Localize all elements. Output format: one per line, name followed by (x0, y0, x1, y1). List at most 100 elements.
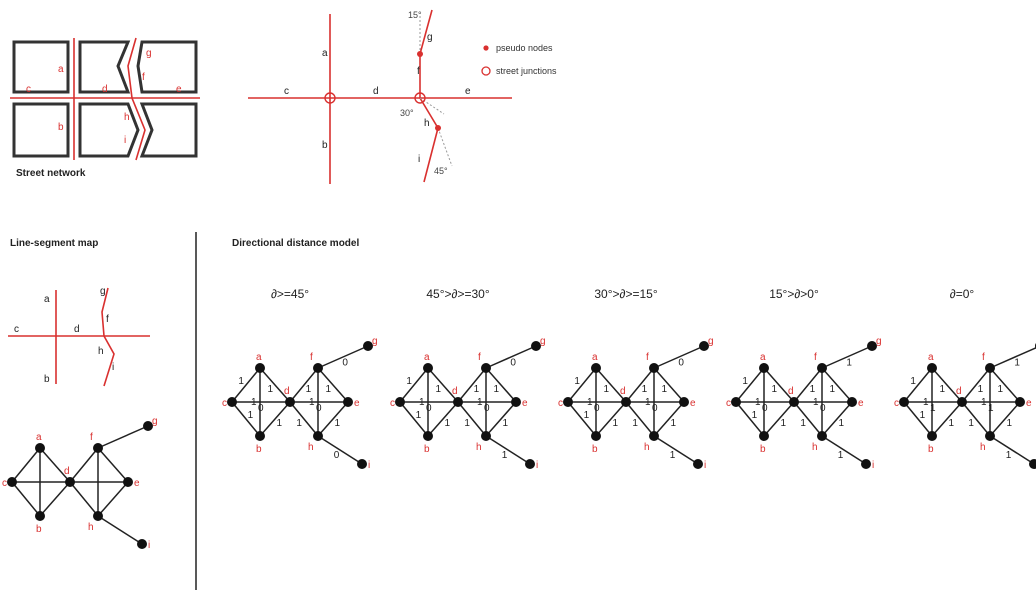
line-segment-map-panel: Line-segment map a b c d f g h i c a b d f h e… (2, 238, 158, 551)
directional-model-title: Directional distance model (232, 238, 359, 249)
model-5-condition: ∂=0° (950, 287, 975, 301)
model-1-weight-f-e: 1 (326, 384, 332, 395)
model-1-edge-h-e (317, 401, 349, 437)
model-3-node-a (591, 363, 601, 373)
map-label-f: f (106, 314, 109, 325)
model-3-weight-a-b: 1 (587, 397, 593, 408)
angle-45: 45° (434, 166, 448, 176)
map-label-a: a (44, 294, 50, 305)
model-1-condition: ∂>=45° (271, 287, 309, 301)
model-5-weight-a-d: 1 (940, 384, 946, 395)
model-2-node-h (481, 431, 491, 441)
model-5-node-label-h: h (980, 442, 986, 453)
model-4-condition: 15°>∂>0° (769, 287, 819, 301)
model-1-edge-f-e (317, 367, 349, 403)
model-4-weight-b-c: 1 (752, 410, 758, 421)
model-4-weight-h-e: 1 (838, 418, 844, 429)
map-graph-edge-h-e (97, 481, 129, 517)
model-2-node-a (423, 363, 433, 373)
street-bent-right (127, 37, 146, 161)
model-5-weight-d-h: 1 (968, 418, 974, 429)
legend-street-junctions: street junctions (496, 66, 557, 76)
model-2-condition: 45°>∂>=30° (426, 287, 489, 301)
map-graph-node-b (35, 511, 45, 521)
block-top-mid (78, 40, 131, 94)
model-1-node-g (363, 341, 373, 351)
reference-dash-i (437, 127, 453, 167)
model-4-weight-f-e: 1 (830, 384, 836, 395)
map-graph-node-label-g: g (152, 416, 158, 427)
model-2-node-label-g: g (540, 336, 546, 347)
model-1-node-label-a: a (256, 352, 262, 363)
map-graph-node-label-i: i (148, 540, 150, 551)
model-1-weight-d-e: 0 (316, 403, 322, 414)
model-5-node-f (985, 363, 995, 373)
map-label-i: i (112, 362, 114, 373)
model-1-node-label-g: g (372, 336, 378, 347)
angle-15: 15° (408, 10, 422, 20)
model-3-node-i (693, 459, 703, 469)
model-2-weight-c-d: 0 (426, 403, 432, 414)
segment-label-i: i (418, 154, 420, 165)
model-4-weight-a-b: 1 (755, 397, 761, 408)
model-2-edge-a-c (399, 367, 429, 403)
map-label-b: b (44, 374, 50, 385)
street-label-e: e (176, 84, 182, 95)
model-5-node-label-d: d (956, 386, 962, 397)
model-4-node-a (759, 363, 769, 373)
model-5-edge-f-g (989, 346, 1036, 369)
model-2-weight-d-e: 0 (484, 403, 490, 414)
model-1-weight-a-b: 1 (251, 397, 257, 408)
block-top-right (136, 40, 198, 94)
model-4-node-i (861, 459, 871, 469)
model-2-node-d (453, 397, 463, 407)
model-3-node-b (591, 431, 601, 441)
model-2-weight-a-b: 1 (419, 397, 425, 408)
model-2-edge-b-d (427, 401, 459, 437)
street-label-b: b (58, 122, 64, 133)
model-2-node-label-b: b (424, 444, 430, 455)
model-5-weight-f-h: 1 (981, 397, 987, 408)
model-4-node-label-d: d (788, 386, 794, 397)
model-4-node-h (817, 431, 827, 441)
model-3-edge-a-c (567, 367, 597, 403)
map-line-bent (101, 287, 115, 387)
model-4-weight-c-d: 0 (762, 403, 768, 414)
model-5-weight-b-d: 1 (948, 418, 954, 429)
model-3-weight-b-d: 1 (612, 418, 618, 429)
model-5-node-label-f: f (982, 352, 985, 363)
map-graph-node-label-d: d (64, 466, 70, 477)
map-graph-edge-a-d (39, 447, 71, 483)
map-graph-edge-b-d (39, 481, 71, 517)
model-4-node-label-a: a (760, 352, 766, 363)
map-label-g: g (100, 286, 106, 297)
model-2-weight-f-g: 0 (510, 357, 516, 368)
street-label-d: d (102, 84, 108, 95)
map-graph-node-label-f: f (90, 432, 93, 443)
segment-label-g: g (427, 32, 433, 43)
segment-label-f: f (417, 66, 420, 77)
map-graph-node-label-h: h (88, 522, 94, 533)
model-1-node-a (255, 363, 265, 373)
block-top-left (12, 40, 70, 94)
angle-30: 30° (400, 108, 414, 118)
model-5-weight-f-g: 1 (1014, 357, 1020, 368)
model-5-edge-d-f (961, 367, 991, 403)
map-graph-edge-f-e (97, 447, 129, 483)
map-graph-node-d (65, 477, 75, 487)
street-label-f: f (142, 72, 145, 83)
map-graph-edge-h-i (97, 515, 143, 545)
model-5-edge-d-h (961, 401, 991, 437)
block-bottom-left (12, 102, 70, 158)
model-5-edge-a-c (903, 367, 933, 403)
model-4-edge-h-e (821, 401, 853, 437)
model-3-edge-d-h (625, 401, 655, 437)
model-5-weight-d-e: 1 (988, 403, 994, 414)
directional-distance-model-panel: Directional distance model ∂>=45°1110111… (222, 238, 1036, 471)
model-1-edge-d-f (289, 367, 319, 403)
map-graph-edge-f-g (97, 425, 149, 449)
model-2-node-label-f: f (478, 352, 481, 363)
segment-label-e: e (465, 86, 471, 97)
